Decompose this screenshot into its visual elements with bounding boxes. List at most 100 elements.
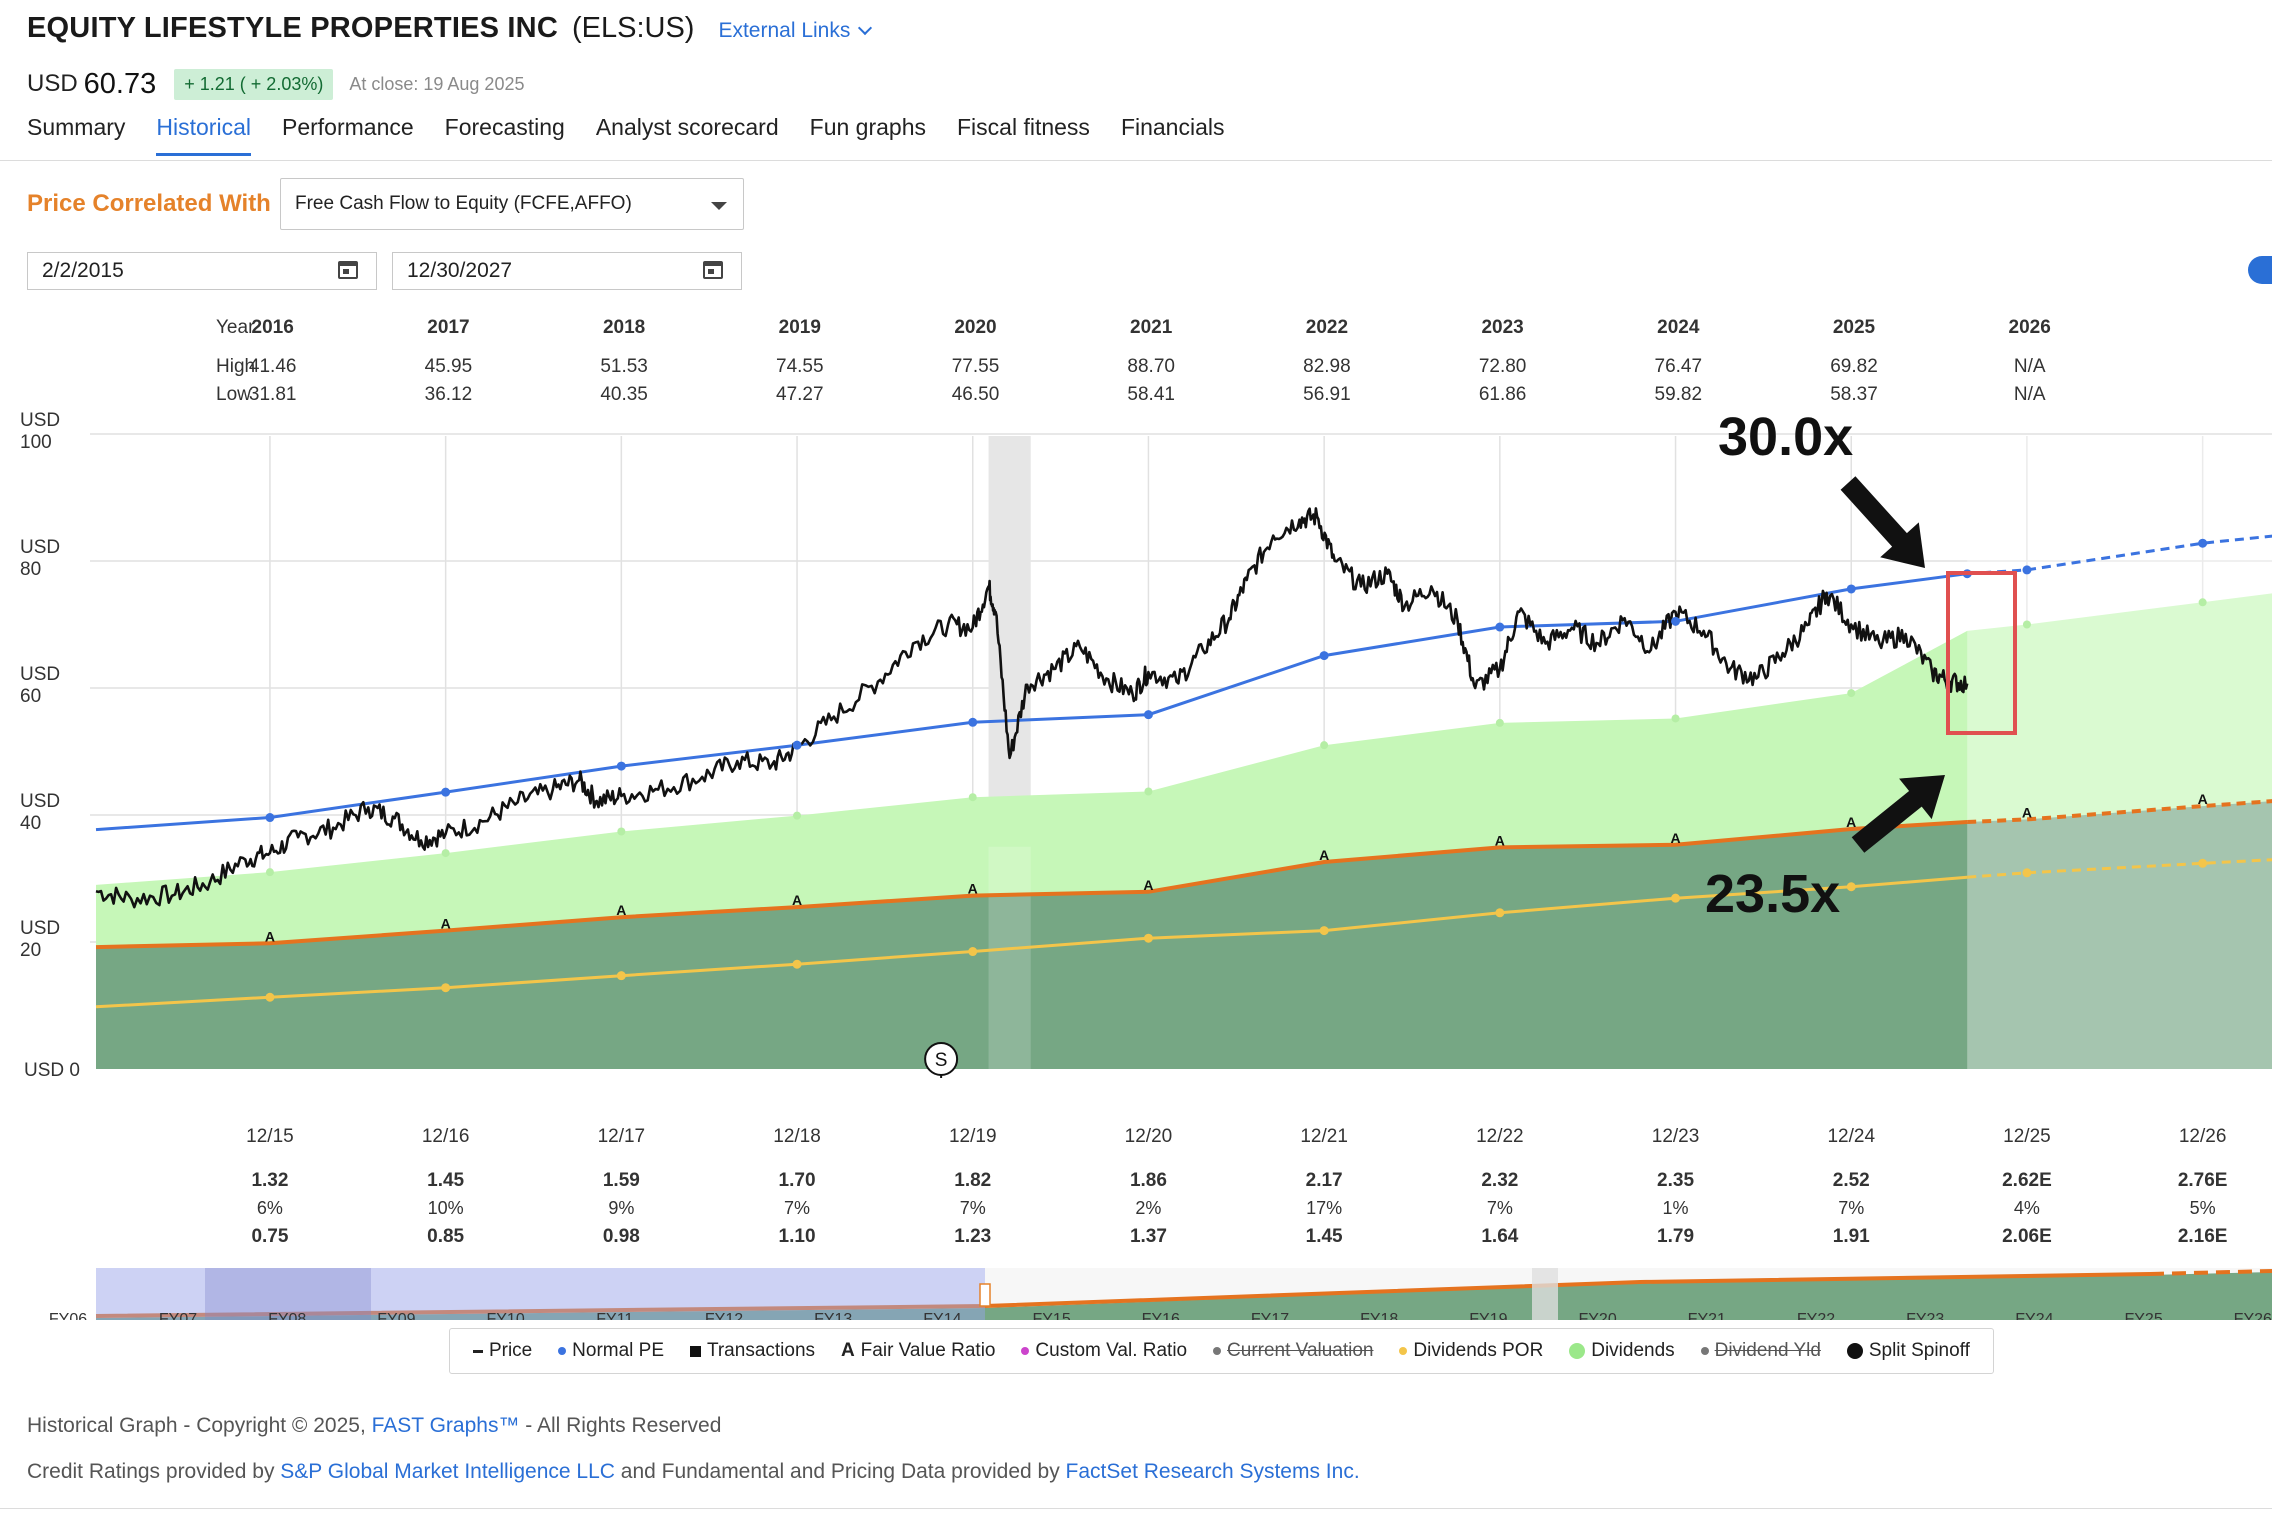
price: 60.73 bbox=[83, 67, 157, 100]
navigator-year-label: FY19 bbox=[1469, 1311, 1507, 1320]
legend-label: Dividend Yld bbox=[1714, 1340, 1821, 1361]
tab-analyst-scorecard[interactable]: Analyst scorecard bbox=[595, 114, 779, 140]
growth-rate: 7% bbox=[960, 1198, 986, 1218]
dividend-value: 2.16E bbox=[2178, 1226, 2228, 1247]
external-links-dropdown[interactable]: External Links bbox=[718, 19, 873, 43]
year-label: 2022 bbox=[1306, 317, 1348, 338]
navigator-recession bbox=[1532, 1268, 1558, 1320]
navigator-year-label: FY26 bbox=[2234, 1311, 2272, 1320]
dividend-point bbox=[617, 827, 626, 836]
legend-item-custom-val-ratio[interactable]: Custom Val. Ratio bbox=[1021, 1340, 1187, 1362]
navigator-line bbox=[95, 1272, 2151, 1318]
company-name: EQUITY LIFESTYLE PROPERTIES INC bbox=[27, 12, 558, 44]
legend-item-price[interactable]: Price bbox=[472, 1340, 532, 1362]
highlight-box bbox=[1946, 571, 2017, 735]
dividends-por-point bbox=[1846, 882, 1856, 892]
navigator-year-label: FY15 bbox=[1032, 1311, 1070, 1320]
dividend-point bbox=[793, 811, 802, 820]
settings-toggle[interactable] bbox=[2248, 256, 2272, 284]
start-date-input[interactable]: 2/2/2015 bbox=[27, 252, 377, 290]
legend-item-split-spinoff[interactable]: Split Spinoff bbox=[1846, 1340, 1970, 1362]
year-high: 74.55 bbox=[776, 356, 824, 377]
legend-item-current-valuation[interactable]: Current Valuation bbox=[1213, 1340, 1374, 1362]
caret-down-icon bbox=[711, 202, 727, 210]
arrow-down-right-icon bbox=[1840, 476, 1925, 568]
calendar-icon[interactable] bbox=[703, 261, 723, 279]
recession-band-overlay bbox=[988, 846, 1031, 1069]
fair-value-marker: A bbox=[1846, 814, 1856, 830]
dividend-point bbox=[441, 849, 450, 858]
navigator-year-label: FY23 bbox=[1906, 1311, 1944, 1320]
fiscal-period-label: 12/20 bbox=[1125, 1126, 1173, 1147]
legend-item-dividend-yld[interactable]: Dividend Yld bbox=[1700, 1340, 1821, 1362]
fcfe-value: 1.32 bbox=[251, 1170, 288, 1191]
fast-graphs-link[interactable]: FAST Graphs™ bbox=[371, 1414, 520, 1437]
legend-item-transactions[interactable]: Transactions bbox=[689, 1340, 815, 1362]
dividend-value: 0.98 bbox=[603, 1226, 640, 1247]
legend-item-fair-value-ratio[interactable]: A Fair Value Ratio bbox=[841, 1340, 996, 1362]
copyright-text: Historical Graph - Copyright © 2025, bbox=[27, 1414, 372, 1437]
square-marker-icon bbox=[689, 1345, 701, 1357]
dividends-por-line-estimate bbox=[1967, 858, 2272, 879]
year-label: 2017 bbox=[427, 317, 469, 338]
tab-forecasting[interactable]: Forecasting bbox=[444, 114, 565, 140]
dividend-point bbox=[1144, 787, 1153, 796]
dividend-point bbox=[1320, 741, 1329, 750]
y-tick-unit: USD bbox=[20, 537, 60, 558]
start-date-value: 2/2/2015 bbox=[42, 259, 124, 282]
fair-value-marker: A bbox=[616, 902, 626, 918]
range-navigator[interactable]: FY06 FY07 FY08 FY09 FY10 FY11 FY12 FY13 FY14 FY15… bbox=[49, 1268, 2272, 1320]
fair-value-marker: A bbox=[792, 892, 802, 908]
legend-item-dividends[interactable]: Dividends bbox=[1569, 1340, 1675, 1362]
navigator-selection bbox=[96, 1268, 985, 1320]
correlation-select[interactable]: Free Cash Flow to Equity (FCFE,AFFO) bbox=[280, 178, 744, 230]
year-high: 77.55 bbox=[952, 356, 1000, 377]
factset-link[interactable]: FactSet Research Systems Inc. bbox=[1065, 1460, 1360, 1483]
dividends-por-point bbox=[968, 947, 978, 957]
title-row: EQUITY LIFESTYLE PROPERTIES INC (ELS:US)… bbox=[27, 12, 2247, 52]
navigator-year-label: FY11 bbox=[596, 1311, 633, 1320]
dividends-por-point bbox=[2022, 868, 2032, 878]
normal-pe-point bbox=[1319, 651, 1329, 661]
fcfe-value: 2.62E bbox=[2002, 1170, 2052, 1191]
fair-value-marker: A bbox=[1670, 830, 1680, 846]
tab-performance[interactable]: Performance bbox=[281, 114, 414, 140]
year-high: 51.53 bbox=[600, 356, 648, 377]
tab-fiscal-fitness[interactable]: Fiscal fitness bbox=[957, 114, 1090, 140]
circle-marker-icon bbox=[1569, 1343, 1586, 1359]
fiscal-period-table: 12/15 1.32 6% 0.75 12/16 1.45 10% 0.85 12/17 1.59… bbox=[246, 1126, 2227, 1247]
price-row: USD 60.73 + 1.21 ( + 2.03%) At close: 19… bbox=[27, 66, 2247, 102]
year-high: 76.47 bbox=[1655, 356, 1703, 377]
normal-pe-point bbox=[968, 717, 978, 727]
end-date-input[interactable]: 12/30/2027 bbox=[392, 252, 742, 290]
tab-financials[interactable]: Financials bbox=[1120, 114, 1225, 140]
navigator-highlight bbox=[205, 1268, 371, 1320]
credits-line: Credit Ratings provided by S&P Global Ma… bbox=[27, 1460, 1360, 1484]
value-areas bbox=[96, 436, 2272, 1069]
price-line bbox=[95, 507, 1969, 909]
year-low: 58.41 bbox=[1127, 384, 1175, 405]
navigator-year-label: FY17 bbox=[1251, 1311, 1289, 1320]
dividends-por-point bbox=[265, 992, 275, 1002]
dividends-por-point bbox=[792, 959, 802, 969]
year-label: 2021 bbox=[1130, 317, 1173, 338]
sp-global-link[interactable]: S&P Global Market Intelligence LLC bbox=[280, 1460, 615, 1483]
dividends-por-point bbox=[1319, 926, 1329, 936]
tab-summary[interactable]: Summary bbox=[27, 114, 126, 140]
legend-label: Normal PE bbox=[572, 1340, 665, 1361]
legend-label: Fair Value Ratio bbox=[860, 1340, 996, 1361]
dividend-point bbox=[265, 868, 274, 877]
dividend-value: 2.06E bbox=[2002, 1226, 2052, 1247]
dividend-value: 1.37 bbox=[1130, 1226, 1167, 1247]
legend-item-dividends-por[interactable]: Dividends POR bbox=[1399, 1340, 1543, 1362]
fiscal-period-label: 12/17 bbox=[598, 1126, 646, 1147]
dot-marker-icon bbox=[1700, 1347, 1709, 1355]
tab-fun-graphs[interactable]: Fun graphs bbox=[809, 114, 926, 140]
tab-historical[interactable]: Historical bbox=[156, 104, 251, 156]
calendar-icon[interactable] bbox=[338, 261, 358, 279]
fiscal-period-label: 12/22 bbox=[1476, 1126, 1524, 1147]
dividend-point bbox=[1671, 714, 1680, 723]
legend-item-normal-pe[interactable]: Normal PE bbox=[558, 1340, 664, 1362]
fiscal-period-label: 12/24 bbox=[1827, 1126, 1875, 1147]
growth-rate: 4% bbox=[2014, 1198, 2040, 1218]
